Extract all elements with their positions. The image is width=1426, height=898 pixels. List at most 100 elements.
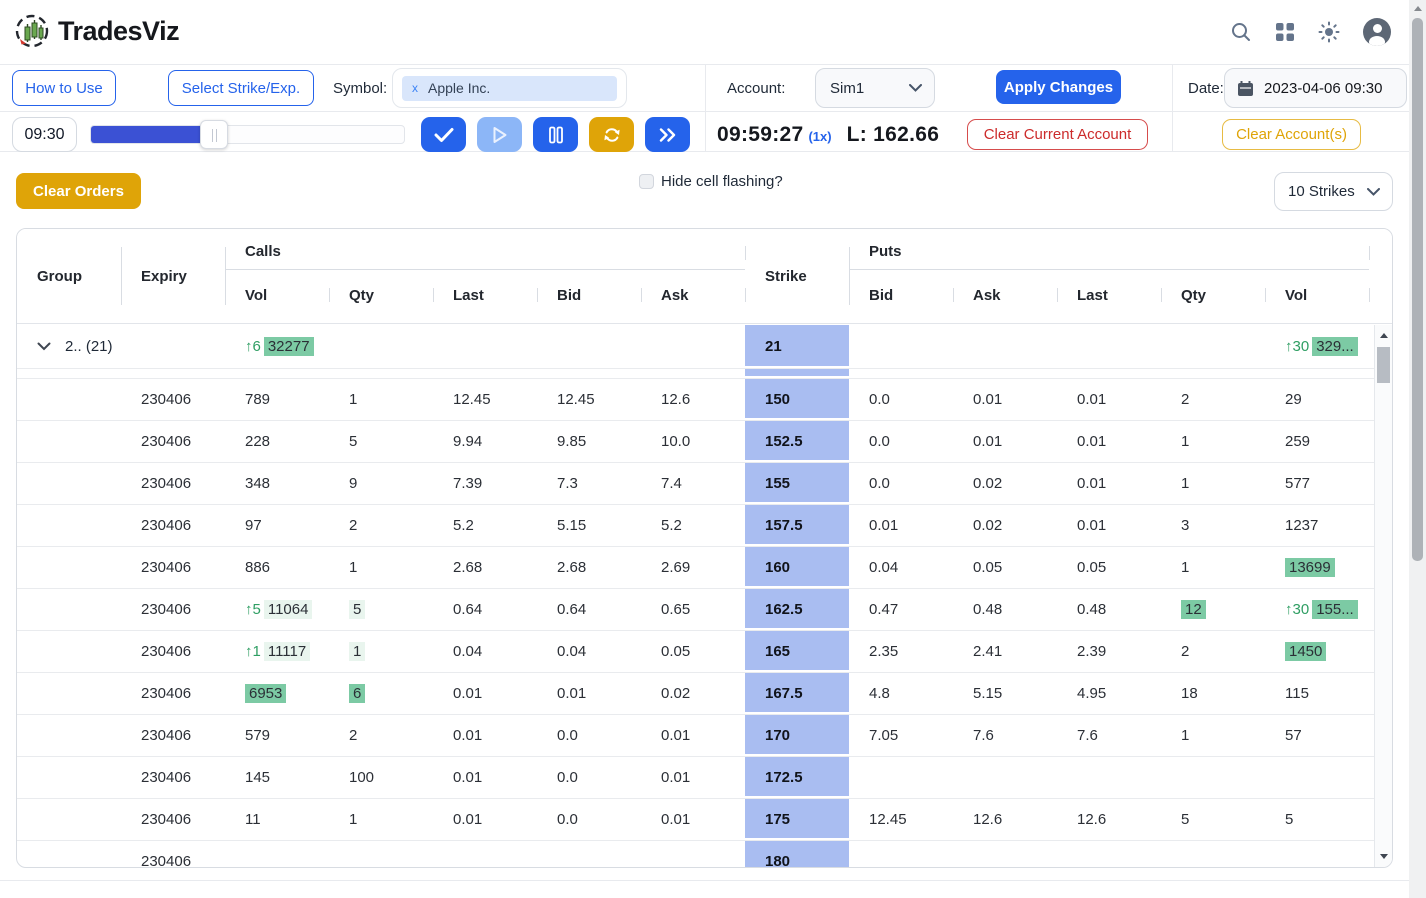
cell-c_last: 0.01 — [453, 769, 483, 786]
table-row[interactable]: 230406 789 1 12.45 12.45 12.6 150 0.0 0.01 0.01 2 2… — [17, 379, 1392, 421]
col-header-group: Group — [37, 268, 82, 285]
clear-current-account-button[interactable]: Clear Current Account — [967, 119, 1148, 150]
account-select-value: Sim1 — [830, 79, 865, 97]
col-header-puts-vol: Vol — [1285, 287, 1308, 304]
scroll-up-arrow[interactable] — [1380, 333, 1388, 338]
col-header-calls-vol: Vol — [245, 287, 268, 304]
hide-flashing-checkbox[interactable] — [639, 174, 654, 189]
confirm-button[interactable] — [421, 117, 466, 152]
strike-cell: 150 — [745, 379, 849, 420]
refresh-button[interactable] — [589, 117, 634, 152]
clear-accounts-button[interactable]: Clear Account(s) — [1222, 119, 1361, 150]
cell-p_vol: 115 — [1285, 685, 1309, 702]
fast-forward-button[interactable] — [645, 117, 690, 152]
date-input[interactable]: 2023-04-06 09:30 — [1224, 68, 1407, 108]
cell-c_ask: 0.05 — [661, 643, 691, 660]
cell-p_vol: ↑30 155... — [1265, 589, 1369, 630]
cell-c_last: 0.01 — [453, 811, 483, 828]
cell-p_bid: 0.47 — [869, 601, 899, 618]
group-collapse-chevron-icon[interactable] — [37, 342, 51, 351]
apps-grid-icon[interactable] — [1275, 22, 1295, 42]
cell-p_bid: 0.0 — [869, 433, 890, 450]
symbol-chip[interactable]: x Apple Inc. — [402, 75, 617, 101]
select-strike-exp-button[interactable]: Select Strike/Exp. — [168, 70, 314, 106]
table-row[interactable]: 230406 6953 6 0.01 0.01 0.02 167.5 4.8 5.15 4.95 1… — [17, 673, 1392, 715]
table-row[interactable]: 230406 145 100 0.01 0.0 0.01 172.5 — [17, 757, 1392, 799]
table-row[interactable]: 230406 ↑5 11064 5 0.64 0.64 0.65 162.5 0.47 0.48 0… — [17, 589, 1392, 631]
strike-cell: 180 — [745, 841, 849, 867]
cell-p_vol: 577 — [1285, 475, 1311, 492]
pause-icon — [548, 126, 563, 143]
group-calls-vol: ↑6 32277 — [225, 325, 329, 368]
table-row[interactable]: 230406 886 1 2.68 2.68 2.69 160 0.04 0.05 0.05 1 13… — [17, 547, 1392, 589]
cell-c_bid: 0.0 — [557, 727, 578, 744]
cell-c_ask: 7.4 — [661, 475, 682, 492]
cell-p_vol: 5 — [1285, 811, 1294, 828]
cell-c_ask: 12.6 — [661, 391, 691, 408]
cell-c_vol — [225, 841, 329, 867]
how-to-use-button[interactable]: How to Use — [12, 70, 116, 106]
cell-c_last: 0.64 — [453, 601, 483, 618]
table-row[interactable]: 230406 97 2 5.2 5.15 5.2 157.5 0.01 0.02 0.01 3 123… — [17, 505, 1392, 547]
cell-c_ask: 0.01 — [661, 769, 691, 786]
col-header-puts: Puts — [869, 243, 902, 260]
user-avatar[interactable] — [1363, 18, 1391, 46]
top-header: TradesViz — [0, 0, 1409, 64]
start-time-box[interactable]: 09:30 — [12, 117, 77, 152]
brand-logo[interactable]: TradesViz — [14, 13, 180, 49]
theme-sun-icon[interactable] — [1318, 21, 1340, 43]
table-row[interactable]: 230406 579 2 0.01 0.0 0.01 170 7.05 7.6 7.6 1 57 — [17, 715, 1392, 757]
cell-c_ask — [641, 841, 745, 867]
page-scrollbar[interactable] — [1409, 0, 1426, 898]
cell-c_last: 0.01 — [453, 727, 483, 744]
cell-c_bid: 9.85 — [557, 433, 587, 450]
header-tick — [745, 246, 746, 260]
col-header-puts-bid: Bid — [869, 287, 894, 304]
cell-expiry: 230406 — [141, 769, 192, 786]
cell-p_vol — [1265, 757, 1369, 798]
cell-p_ask — [953, 757, 1057, 798]
page-scroll-thumb[interactable] — [1412, 18, 1423, 561]
cell-p_bid: 12.45 — [869, 811, 907, 828]
cell-c_vol: 886 — [245, 559, 271, 576]
table-row[interactable]: 230406 11 1 0.01 0.0 0.01 175 12.45 12.6 12.6 5 5 — [17, 799, 1392, 841]
search-icon[interactable] — [1230, 21, 1252, 43]
toolbar: How to Use Select Strike/Exp. Symbol: x … — [0, 64, 1409, 152]
up-arrow-indicator: ↑30 — [1285, 338, 1310, 355]
header-tick — [745, 288, 746, 302]
chip-remove-icon[interactable]: x — [412, 81, 418, 95]
table-scrollbar[interactable] — [1374, 325, 1392, 867]
scroll-down-arrow[interactable] — [1380, 854, 1388, 859]
table-row[interactable]: 230406 228 5 9.94 9.85 10.0 152.5 0.0 0.01 0.01 1 2… — [17, 421, 1392, 463]
clear-orders-button[interactable]: Clear Orders — [16, 173, 141, 209]
strike-cell: 157.5 — [745, 505, 849, 546]
symbol-input[interactable]: x Apple Inc. — [392, 68, 627, 108]
group-row[interactable]: 2.. (21) ↑6 32277 21 ↑30 329... — [17, 325, 1392, 369]
time-slider[interactable] — [90, 120, 405, 149]
cell-c_vol: ↑1 11117 — [225, 631, 329, 672]
col-header-calls: Calls — [245, 243, 281, 260]
cell-p_bid — [849, 841, 953, 867]
group-row-label: 2.. (21) — [65, 338, 113, 355]
strike-cell: 170 — [745, 715, 849, 756]
scroll-thumb[interactable] — [1377, 347, 1390, 383]
account-select[interactable]: Sim1 — [815, 68, 935, 108]
slider-handle[interactable] — [200, 120, 228, 149]
table-row[interactable]: 230406 180 — [17, 841, 1392, 867]
cell-p_bid: 7.05 — [869, 727, 899, 744]
table-row[interactable]: 230406 348 9 7.39 7.3 7.4 155 0.0 0.02 0.01 1 577 — [17, 463, 1392, 505]
cell-p_vol: 29 — [1285, 391, 1302, 408]
col-header-strike: Strike — [765, 268, 807, 285]
strikes-select[interactable]: 10 Strikes — [1274, 172, 1393, 211]
strike-cell — [745, 369, 849, 378]
table-row[interactable]: 230406 ↑1 11117 1 0.04 0.04 0.05 165 2.35 2.41 2.3… — [17, 631, 1392, 673]
cell-p_vol: 1450 — [1265, 631, 1369, 672]
page-scroll-up-arrow[interactable] — [1413, 6, 1422, 11]
play-button[interactable] — [477, 117, 522, 152]
cell-p_last: 0.01 — [1077, 475, 1107, 492]
cell-p_ask: 0.02 — [973, 517, 1003, 534]
apply-changes-button[interactable]: Apply Changes — [996, 70, 1121, 104]
pause-button[interactable] — [533, 117, 578, 152]
cell-p_ask: 0.02 — [973, 475, 1003, 492]
cell-p_bid: 0.0 — [869, 391, 890, 408]
